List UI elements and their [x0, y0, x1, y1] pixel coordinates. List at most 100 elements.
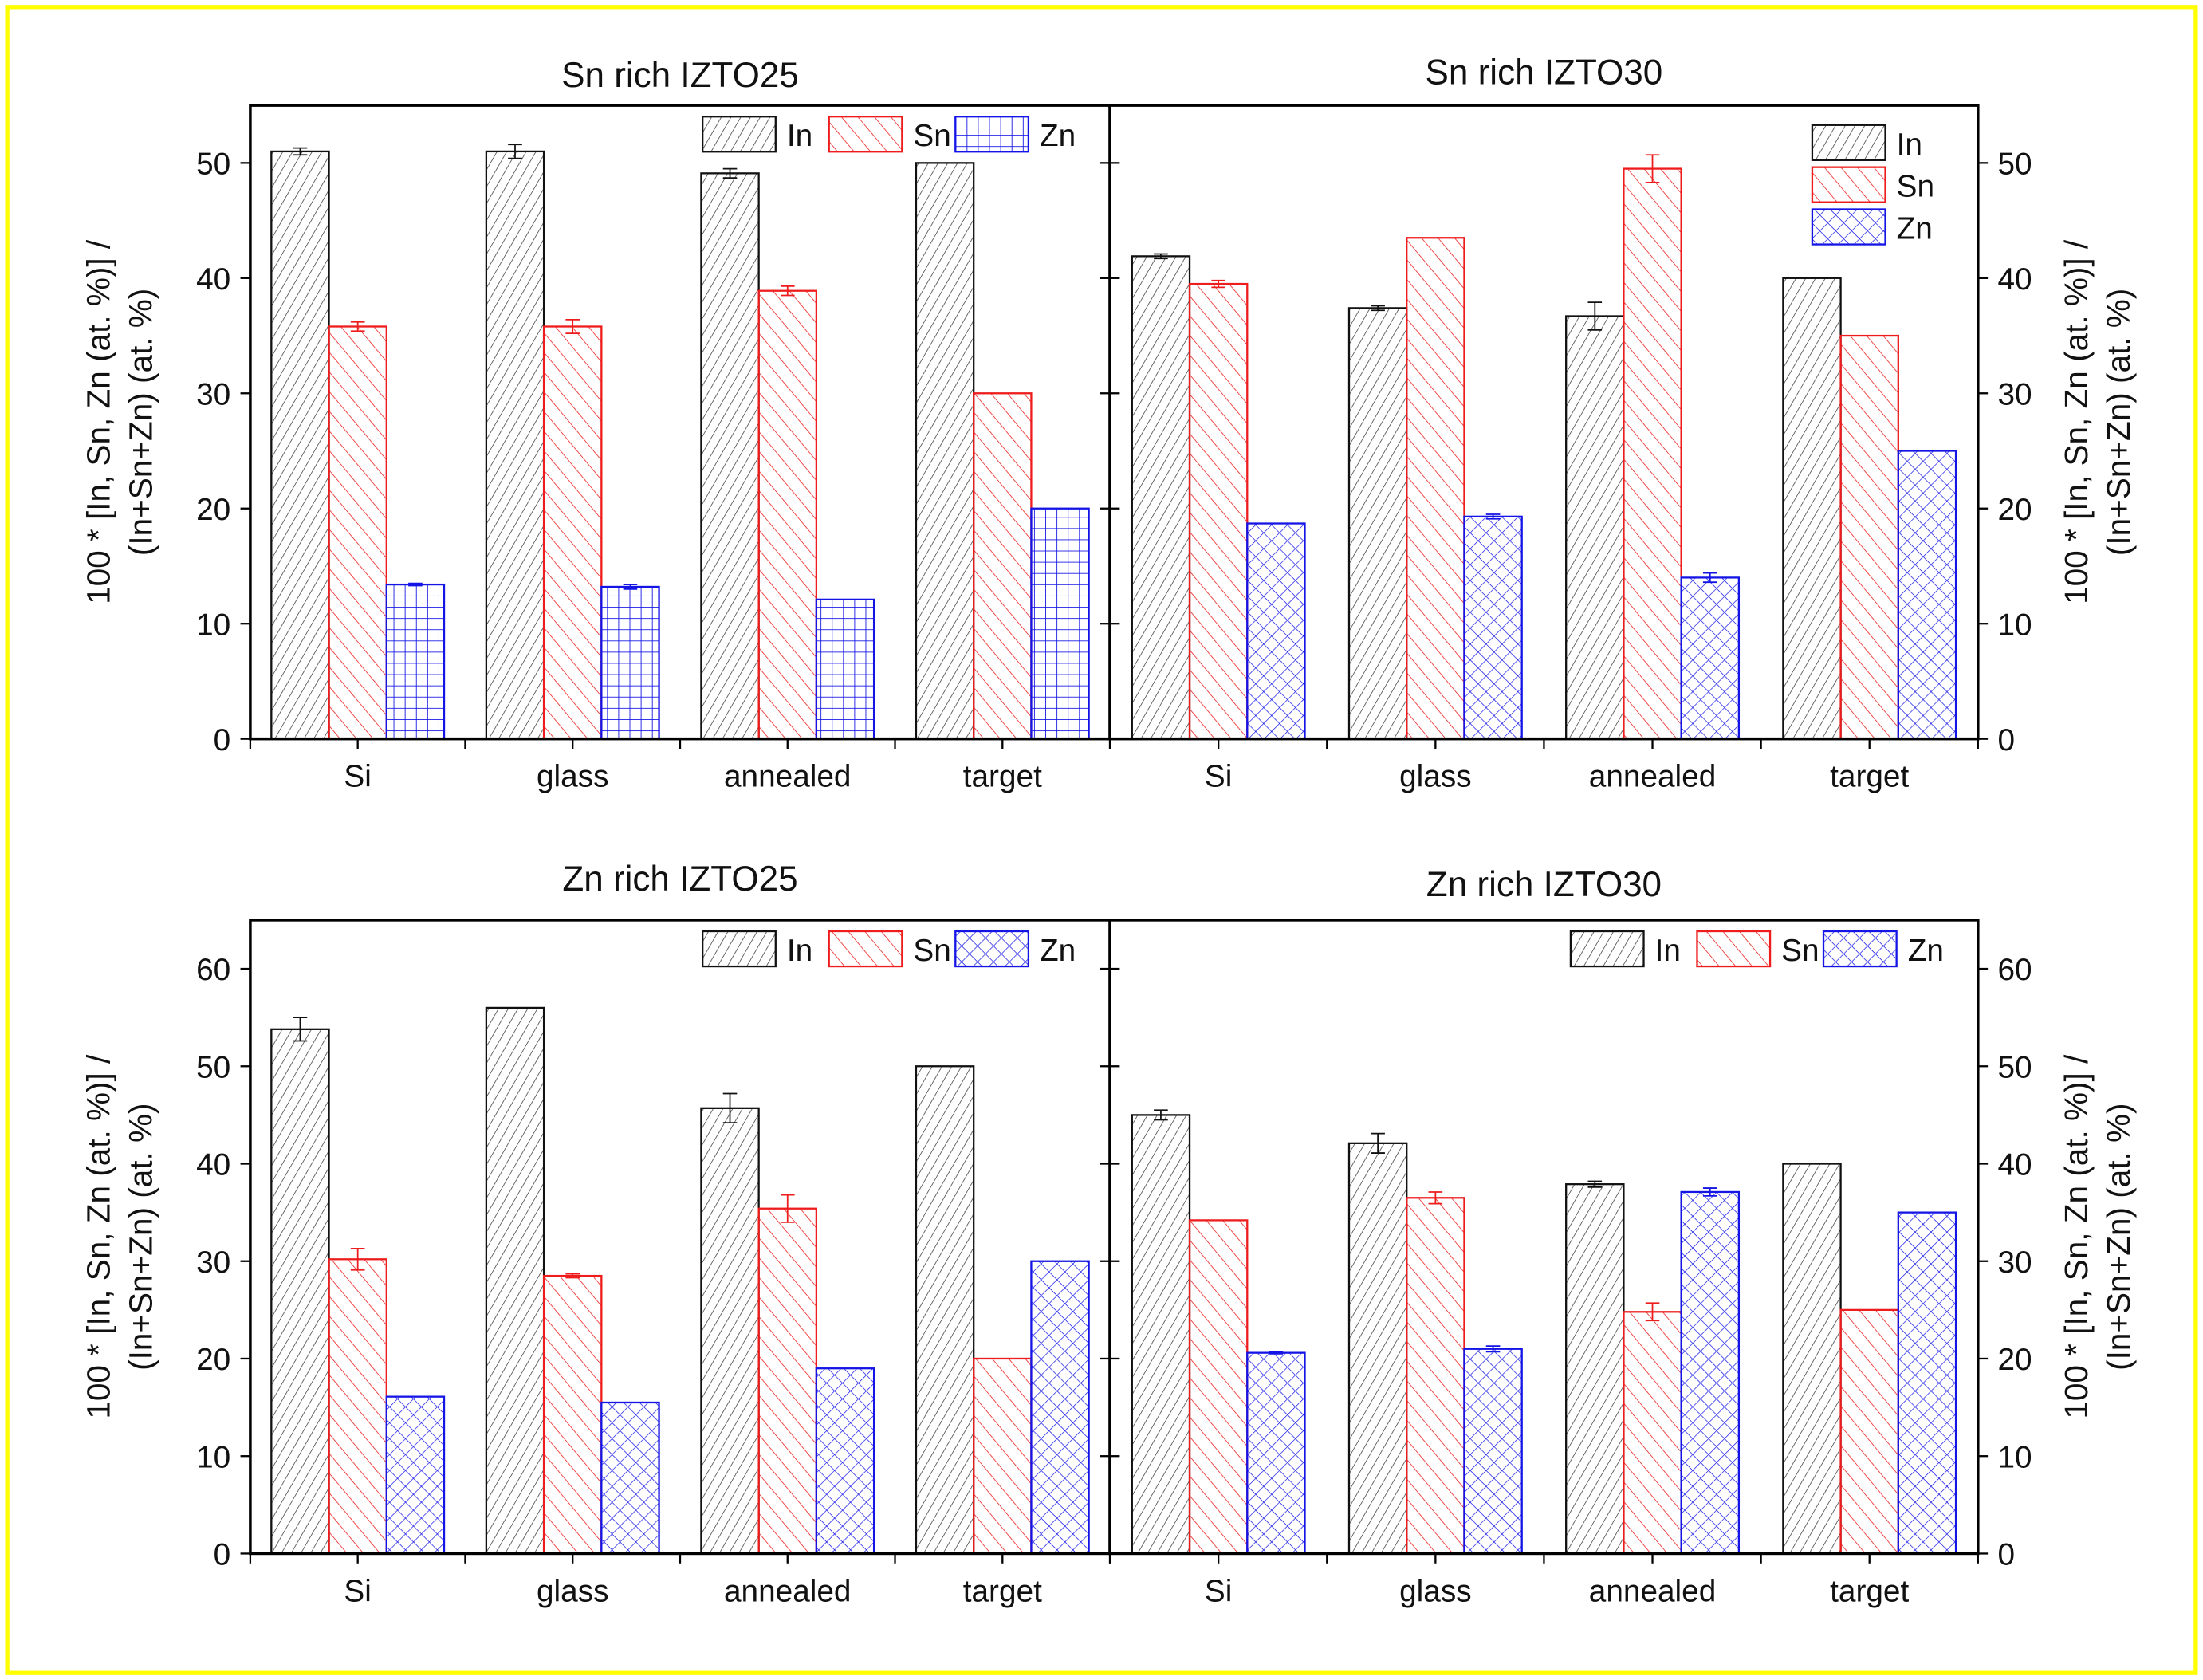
- x-tick-label: target: [963, 1574, 1042, 1608]
- error-bar-Zn-annealed: [1702, 1187, 1717, 1197]
- bar-Zn-glass: [600, 1401, 660, 1555]
- error-bar-In-glass: [1371, 305, 1385, 312]
- legend-swatch-Sn: [1811, 166, 1886, 203]
- error-bar-In-glass: [1371, 1132, 1385, 1154]
- bar-Sn-target: [1839, 1308, 1899, 1555]
- chart-title: Sn rich IZTO30: [1426, 53, 1663, 92]
- y-tick-label: 50: [1997, 147, 2032, 181]
- y-tick-label: 30: [1997, 1245, 2032, 1280]
- bar-Sn-annealed: [1623, 1311, 1682, 1555]
- legend-label-Zn: Zn: [1897, 211, 1933, 246]
- bar-In-annealed: [700, 172, 760, 740]
- legend-label-Zn: Zn: [1040, 119, 1076, 153]
- bar-Zn-target: [1897, 450, 1957, 740]
- error-bar-Sn-glass: [565, 318, 580, 335]
- panel-3: Zn rich IZTO30 Si glass annealed target 0 10 20…: [1108, 865, 2137, 1608]
- panel-1: Sn rich IZTO30 Si glass annealed target 0 10 20…: [1108, 53, 2137, 794]
- error-bar-Zn-Si: [408, 582, 423, 587]
- error-bar-In-annealed: [722, 167, 738, 179]
- y-tick-label: 30: [196, 377, 230, 411]
- y-axis-label-line: (In+Sn+Zn) (at. %): [123, 1103, 159, 1370]
- y-axis-label-line: (In+Sn+Zn) (at. %): [2100, 1103, 2137, 1370]
- bar-Sn-target: [973, 392, 1033, 740]
- y-axis-label-line: (In+Sn+Zn) (at. %): [123, 289, 159, 556]
- legend-swatch-In: [1569, 930, 1645, 968]
- bar-Sn-glass: [1406, 237, 1465, 740]
- error-bar-Zn-glass: [623, 584, 638, 590]
- legend-label-Sn: Sn: [1781, 934, 1819, 968]
- x-tick-label: Si: [1205, 1574, 1232, 1608]
- bar-In-target: [1782, 277, 1842, 740]
- legend-swatch-Sn: [828, 116, 903, 153]
- error-bar-Zn-glass: [1485, 1345, 1501, 1353]
- legend-swatch-Sn: [1696, 930, 1772, 968]
- x-tick-label: glass: [537, 760, 608, 794]
- y-tick-label: 20: [196, 493, 230, 527]
- x-tick-label: Si: [1205, 760, 1232, 794]
- panel-0: Sn rich IZTO25 Si glass annealed target 0 10 20…: [81, 56, 1111, 794]
- bar-Zn-annealed: [815, 598, 875, 740]
- y-axis-label-line: 100 * [In, Sn, Zn (at. %)] /: [81, 239, 117, 604]
- x-tick-label: glass: [537, 1574, 608, 1608]
- legend: In Sn Zn: [1811, 124, 1934, 246]
- legend-label-Sn: Sn: [913, 119, 950, 153]
- y-tick-label: 40: [196, 1148, 230, 1182]
- y-tick-label: 10: [1997, 1440, 2032, 1474]
- bar-Sn-annealed: [1623, 167, 1682, 740]
- y-tick-label: 20: [196, 1343, 230, 1377]
- bar-Sn-Si: [328, 1258, 387, 1555]
- bar-In-Si: [270, 1028, 330, 1555]
- chart-title: Zn rich IZTO30: [1426, 865, 1662, 904]
- error-bar-Sn-glass: [565, 1273, 580, 1279]
- y-tick-label: 10: [1997, 608, 2032, 642]
- error-bar-Sn-Si: [350, 1247, 365, 1271]
- error-bar-In-annealed: [722, 1092, 738, 1124]
- bar-In-Si: [1131, 255, 1191, 740]
- y-axis-label-line: 100 * [In, Sn, Zn (at. %)] /: [2058, 239, 2095, 604]
- y-tick-label: 40: [1997, 262, 2032, 297]
- panel-2: Zn rich IZTO25 Si glass annealed target 0 10 20…: [81, 860, 1111, 1608]
- error-bar-Sn-Si: [1211, 279, 1225, 289]
- bar-Zn-Si: [1246, 1351, 1306, 1555]
- y-tick-label: 60: [1997, 953, 2032, 987]
- y-axis-label: 100 * [In, Sn, Zn (at. %)] / (In+Sn+Zn) (…: [2058, 239, 2137, 604]
- y-axis-label: 100 * [In, Sn, Zn (at. %)] / (In+Sn+Zn) (…: [2058, 1054, 2137, 1419]
- legend: In Sn Zn: [1569, 930, 1944, 968]
- error-bar-In-annealed: [1587, 301, 1603, 331]
- legend-label-In: In: [1897, 128, 1922, 162]
- y-axis-label-line: 100 * [In, Sn, Zn (at. %)] /: [81, 1054, 117, 1419]
- legend: In Sn Zn: [702, 116, 1076, 153]
- legend-swatch-Sn: [828, 930, 903, 968]
- bar-Zn-Si: [1246, 522, 1306, 740]
- y-tick-label: 10: [196, 608, 230, 642]
- legend-label-In: In: [1655, 934, 1681, 968]
- y-tick-label: 50: [196, 147, 230, 181]
- error-bar-In-Si: [293, 147, 308, 156]
- error-bar-Zn-Si: [1269, 1351, 1284, 1355]
- bar-Sn-annealed: [757, 289, 818, 740]
- y-tick-label: 50: [196, 1050, 230, 1084]
- y-tick-label: 20: [1997, 493, 2032, 527]
- bar-In-annealed: [1565, 1183, 1625, 1555]
- y-axis-label: 100 * [In, Sn, Zn (at. %)] / (In+Sn+Zn) (…: [81, 239, 159, 604]
- error-bar-In-glass: [508, 144, 522, 159]
- bar-Zn-Si: [385, 583, 446, 740]
- x-tick-label: glass: [1399, 1574, 1471, 1608]
- bar-In-annealed: [700, 1107, 760, 1555]
- x-tick-label: annealed: [724, 760, 851, 794]
- error-bar-In-Si: [293, 1017, 308, 1042]
- plot-frame: [1108, 104, 1980, 741]
- bar-In-Si: [1131, 1114, 1191, 1555]
- y-tick-label: 50: [1997, 1050, 2032, 1084]
- x-tick-label: annealed: [1589, 760, 1716, 794]
- error-bar-Sn-annealed: [1645, 1302, 1660, 1322]
- error-bar-Sn-glass: [1428, 1191, 1443, 1205]
- legend: In Sn Zn: [702, 930, 1076, 968]
- y-tick-label: 60: [196, 953, 230, 987]
- x-tick-label: target: [1830, 760, 1909, 794]
- bar-Zn-annealed: [1680, 1190, 1741, 1555]
- x-tick-label: annealed: [1589, 1574, 1716, 1608]
- y-axis-label: 100 * [In, Sn, Zn (at. %)] / (In+Sn+Zn) (…: [81, 1054, 159, 1419]
